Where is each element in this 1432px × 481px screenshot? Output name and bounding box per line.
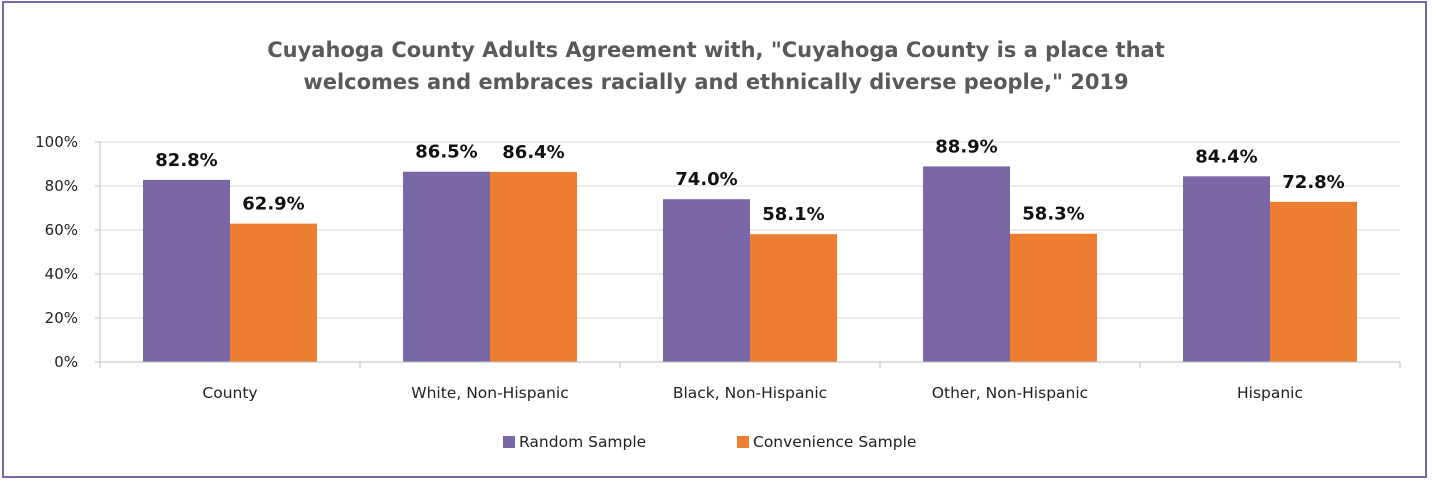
bar [143, 179, 230, 362]
data-label: 58.3% [1022, 204, 1084, 225]
y-axis: 0% 20% 40% 60% 80% 100% [35, 133, 101, 371]
bar [230, 223, 317, 362]
bar [403, 171, 490, 362]
bar [490, 171, 577, 362]
y-tick-label: 20% [45, 309, 78, 327]
bar [663, 199, 750, 362]
legend-label: Random Sample [519, 433, 646, 451]
bars [143, 166, 1357, 362]
bar [1270, 201, 1357, 362]
data-label: 82.8% [155, 150, 217, 171]
data-labels: 82.8% 62.9% 86.5% 86.4% 74.0% 58.1% 88.9% 58.3%… [155, 136, 1344, 225]
chart-title: Cuyahoga County Adults Agreement with, "… [0, 34, 1432, 98]
y-tick-label: 60% [45, 221, 78, 239]
data-label: 74.0% [675, 169, 737, 190]
data-label: 86.4% [502, 142, 564, 163]
x-tick-label: County [202, 384, 257, 402]
bar [750, 234, 837, 362]
chart-title-line-1: Cuyahoga County Adults Agreement with, "… [267, 38, 1165, 62]
x-axis: County White, Non-Hispanic Black, Non-Hisp… [99, 361, 1401, 402]
x-tick-label: Hispanic [1237, 384, 1303, 402]
bar [1183, 176, 1270, 362]
data-label: 72.8% [1282, 172, 1344, 193]
x-tick-label: Other, Non-Hispanic [932, 384, 1088, 402]
data-label: 84.4% [1195, 146, 1257, 167]
data-label: 86.5% [415, 142, 477, 163]
legend-swatch [503, 436, 515, 448]
data-label: 58.1% [762, 204, 824, 225]
legend-swatch [737, 436, 749, 448]
bar [1010, 233, 1097, 362]
y-tick-label: 0% [54, 353, 78, 371]
data-label: 62.9% [242, 194, 304, 215]
chart-title-line-2: welcomes and embraces racially and ethni… [303, 70, 1129, 94]
legend: Random Sample Convenience Sample [503, 433, 916, 451]
y-tick-label: 40% [45, 265, 78, 283]
legend-label: Convenience Sample [753, 433, 916, 451]
bar [923, 166, 1010, 362]
y-tick-label: 100% [35, 133, 78, 151]
x-tick-label: Black, Non-Hispanic [673, 384, 827, 402]
data-label: 88.9% [935, 136, 997, 157]
x-tick-label: White, Non-Hispanic [411, 384, 568, 402]
y-tick-label: 80% [45, 177, 78, 195]
